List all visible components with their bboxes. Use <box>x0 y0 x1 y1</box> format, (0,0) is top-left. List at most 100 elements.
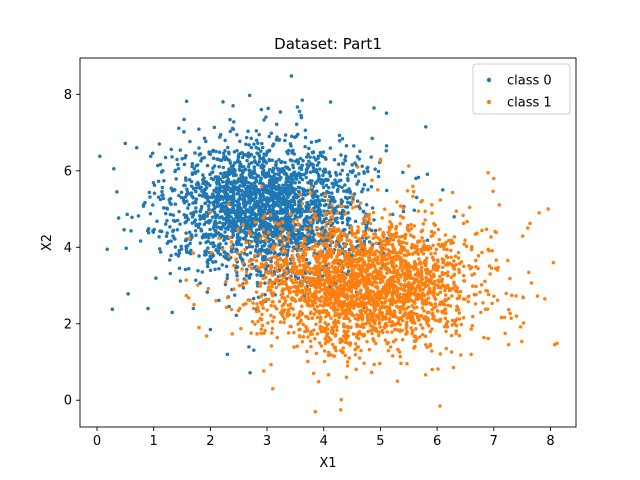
point <box>242 251 247 256</box>
point <box>296 185 301 190</box>
point <box>357 330 362 334</box>
point <box>372 106 376 110</box>
point <box>403 263 407 268</box>
point <box>377 236 381 241</box>
point <box>407 252 411 256</box>
point <box>377 315 381 319</box>
point <box>423 218 427 222</box>
point <box>499 315 504 320</box>
point <box>274 255 278 259</box>
point <box>330 264 334 269</box>
point <box>258 252 262 256</box>
point <box>292 313 296 317</box>
point <box>383 305 387 310</box>
point <box>354 231 358 236</box>
point <box>356 225 360 229</box>
point <box>398 329 402 333</box>
point <box>319 249 323 253</box>
point <box>469 327 473 331</box>
point <box>262 243 266 248</box>
point <box>282 187 287 191</box>
point <box>350 228 354 233</box>
point <box>229 215 233 219</box>
point <box>452 214 456 219</box>
point <box>324 183 329 188</box>
point <box>294 177 299 181</box>
point <box>329 278 333 282</box>
point <box>224 279 228 284</box>
point <box>320 220 324 224</box>
point <box>352 303 356 308</box>
point <box>497 203 502 207</box>
point <box>204 186 209 190</box>
point <box>323 259 328 263</box>
point <box>354 322 359 327</box>
point <box>355 182 359 186</box>
point <box>449 248 453 253</box>
point <box>378 281 382 285</box>
point <box>391 287 396 291</box>
point <box>232 192 236 197</box>
point <box>408 315 412 320</box>
point <box>376 302 381 306</box>
point <box>343 205 348 209</box>
point <box>281 287 285 291</box>
point <box>316 309 321 313</box>
point <box>386 261 390 266</box>
point <box>461 316 466 320</box>
point <box>346 265 350 270</box>
point <box>231 233 236 238</box>
point <box>438 352 443 356</box>
point <box>306 316 311 321</box>
point <box>345 218 350 222</box>
point <box>346 288 351 293</box>
point <box>479 310 483 315</box>
point <box>244 176 248 180</box>
point <box>296 203 301 208</box>
point <box>176 162 180 167</box>
point <box>226 158 231 162</box>
axes-frame <box>80 58 576 427</box>
point <box>362 182 367 187</box>
point <box>338 211 342 215</box>
point <box>388 232 393 237</box>
point <box>366 169 370 174</box>
point <box>398 308 402 313</box>
point <box>353 235 358 239</box>
point <box>367 347 372 352</box>
point <box>259 107 264 112</box>
point <box>200 235 205 239</box>
point <box>378 320 382 325</box>
point <box>355 290 360 295</box>
point <box>198 241 203 245</box>
point <box>425 292 430 296</box>
point <box>366 187 370 192</box>
point <box>326 185 331 190</box>
point <box>156 163 160 168</box>
point <box>333 294 337 298</box>
point <box>443 293 448 297</box>
point <box>374 329 379 334</box>
point <box>189 211 193 216</box>
point <box>374 274 379 278</box>
point <box>508 276 512 281</box>
point <box>258 237 263 241</box>
point <box>207 150 211 154</box>
point <box>395 304 399 308</box>
point <box>266 189 271 194</box>
point <box>444 346 448 351</box>
point <box>408 274 413 279</box>
point <box>206 235 210 239</box>
point <box>280 167 285 171</box>
point <box>413 301 417 305</box>
point <box>265 216 270 221</box>
point <box>458 289 463 294</box>
point <box>337 312 342 317</box>
point <box>206 195 210 199</box>
point <box>333 334 338 338</box>
point <box>358 239 363 243</box>
point <box>298 263 302 268</box>
point <box>217 236 221 240</box>
point <box>394 257 398 262</box>
point <box>376 257 380 262</box>
